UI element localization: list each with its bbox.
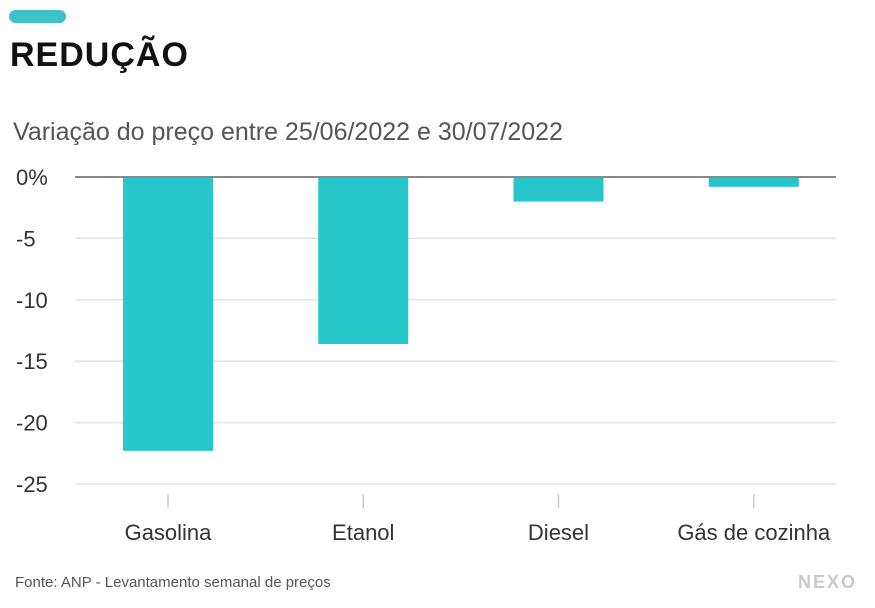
x-tick-label: Etanol xyxy=(332,520,394,545)
y-tick-label: -5 xyxy=(16,226,36,251)
x-tick-label: Gasolina xyxy=(125,520,213,545)
y-tick-label: -10 xyxy=(16,288,48,313)
source-note: Fonte: ANP - Levantamento semanal de pre… xyxy=(15,574,331,591)
chart-subtitle: Variação do preço entre 25/06/2022 e 30/… xyxy=(13,118,563,146)
brand-logo: NEXO xyxy=(797,572,857,592)
y-tick-label: -20 xyxy=(16,411,48,436)
bar xyxy=(513,177,604,202)
bar-chart: 0% -5 -10 -15 -20 -25 Gasolina Etanol Diesel Gás… xyxy=(16,165,836,545)
category-tag xyxy=(9,10,66,23)
y-tick-label: 0% xyxy=(16,165,48,190)
x-tick-layer: Gasolina Etanol Diesel Gás de cozinha xyxy=(125,494,831,545)
chart-title: REDUÇÃO xyxy=(10,36,189,74)
bar xyxy=(708,177,799,187)
bar-layer xyxy=(123,177,799,451)
x-tick-label: Diesel xyxy=(528,520,589,545)
x-tick-label: Gás de cozinha xyxy=(677,520,831,545)
y-tick-label: -25 xyxy=(16,472,48,497)
y-tick-layer: 0% -5 -10 -15 -20 -25 xyxy=(16,165,48,497)
y-tick-label: -15 xyxy=(16,349,48,374)
bar xyxy=(318,177,409,345)
bar xyxy=(123,177,213,451)
